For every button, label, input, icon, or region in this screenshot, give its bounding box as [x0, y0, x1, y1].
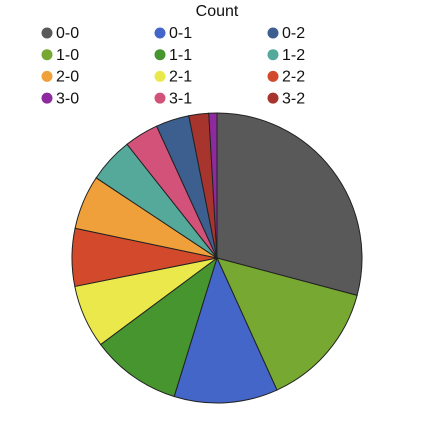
legend-label: 3-2 — [282, 90, 305, 107]
legend-marker — [41, 92, 53, 104]
legend-label: 1-0 — [56, 47, 79, 64]
legend-marker — [41, 49, 53, 61]
legend-marker — [154, 27, 166, 39]
pie-slice — [173, 256, 278, 404]
legend-label: 2-2 — [282, 69, 305, 86]
legend-label: 0-1 — [169, 25, 192, 42]
legend-label: 3-0 — [56, 90, 79, 107]
legend-marker — [154, 70, 166, 82]
legend-label: 2-0 — [56, 69, 79, 86]
legend-marker — [267, 92, 279, 104]
legend-marker — [41, 70, 53, 82]
pie-slice — [99, 256, 218, 398]
legend-marker — [267, 27, 279, 39]
legend-label: 2-1 — [169, 69, 192, 86]
pie-slice — [208, 112, 218, 259]
pie-slice — [216, 257, 358, 391]
legend-label: 0-2 — [282, 25, 305, 42]
legend-marker — [41, 27, 53, 39]
legend-marker — [267, 70, 279, 82]
chart-title: Count — [196, 3, 239, 20]
legend-marker — [154, 49, 166, 61]
legend-marker — [154, 92, 166, 104]
pie-slice — [216, 112, 363, 296]
legend-label: 0-0 — [56, 25, 79, 42]
legend-label: 1-1 — [169, 47, 192, 64]
legend-marker — [267, 49, 279, 61]
legend-label: 3-1 — [169, 90, 192, 107]
legend-label: 1-2 — [282, 47, 305, 64]
